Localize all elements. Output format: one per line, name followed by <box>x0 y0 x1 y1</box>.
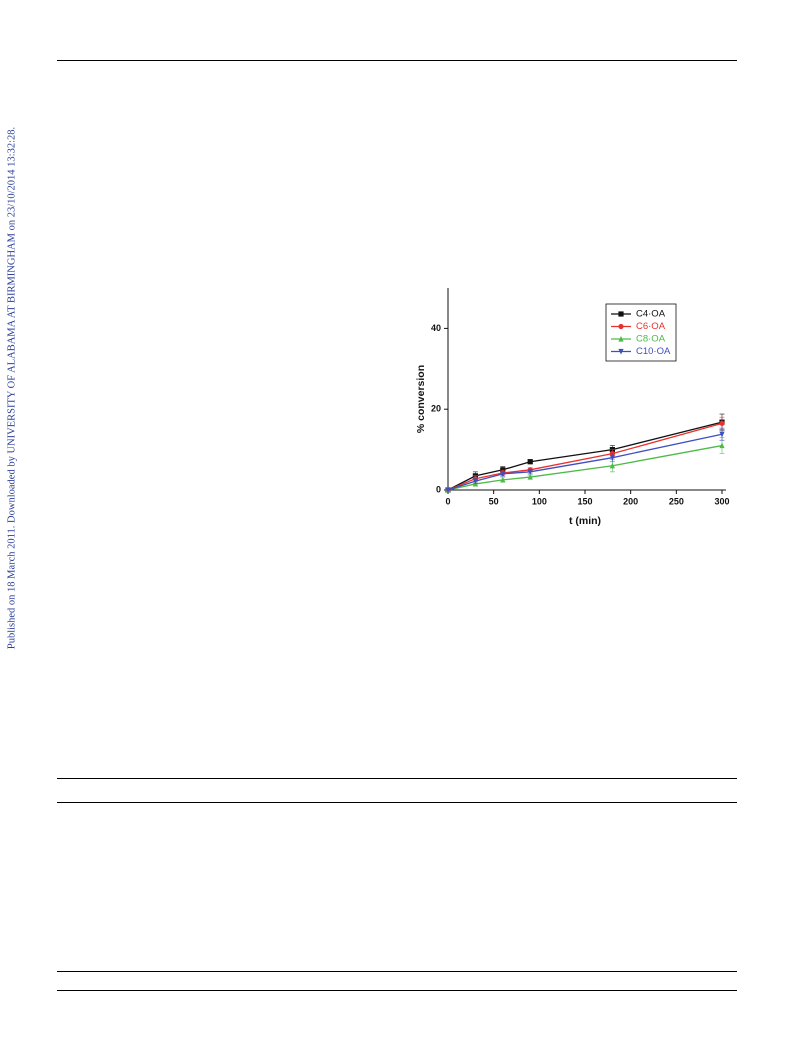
y-tick-label: 0 <box>436 484 441 494</box>
legend-label: C10·OA <box>636 346 671 357</box>
marker <box>527 459 533 465</box>
x-tick-label: 150 <box>577 496 592 506</box>
marker <box>472 478 478 485</box>
series-line <box>447 422 723 491</box>
y-tick-label: 20 <box>431 404 441 414</box>
marker <box>618 311 624 317</box>
legend-label: C4·OA <box>636 309 666 320</box>
marker <box>500 467 506 473</box>
marker <box>618 335 624 342</box>
marker <box>618 348 624 355</box>
marker <box>500 476 506 483</box>
marker <box>719 420 725 426</box>
chart: 0 20 40 0 50 100 150 200 250 300 t (min) % conversi… <box>415 288 730 527</box>
series-line <box>447 421 723 491</box>
marker <box>609 462 615 469</box>
series-line <box>447 444 723 491</box>
x-tick-label: 250 <box>669 496 684 506</box>
marker <box>527 473 533 480</box>
x-axis-label: t (min) <box>569 515 601 527</box>
series-line <box>447 433 723 491</box>
legend-label: C8·OA <box>636 334 666 345</box>
y-tick-label: 40 <box>431 323 441 333</box>
marker <box>609 455 615 461</box>
marker <box>719 442 725 449</box>
marker <box>719 431 725 438</box>
y-axis-label: % conversion <box>415 365 427 433</box>
download-note: Published on 18 March 2011. Downloaded b… <box>6 127 17 649</box>
marker <box>618 323 624 330</box>
x-tick-label: 100 <box>532 496 547 506</box>
x-tick-label: 0 <box>445 496 450 506</box>
legend-label: C6·OA <box>636 321 666 332</box>
x-tick-label: 300 <box>714 496 729 506</box>
x-tick-label: 50 <box>489 496 499 506</box>
x-tick-label: 200 <box>623 496 638 506</box>
marker <box>445 487 451 494</box>
marker <box>527 469 533 475</box>
marker <box>500 471 506 477</box>
